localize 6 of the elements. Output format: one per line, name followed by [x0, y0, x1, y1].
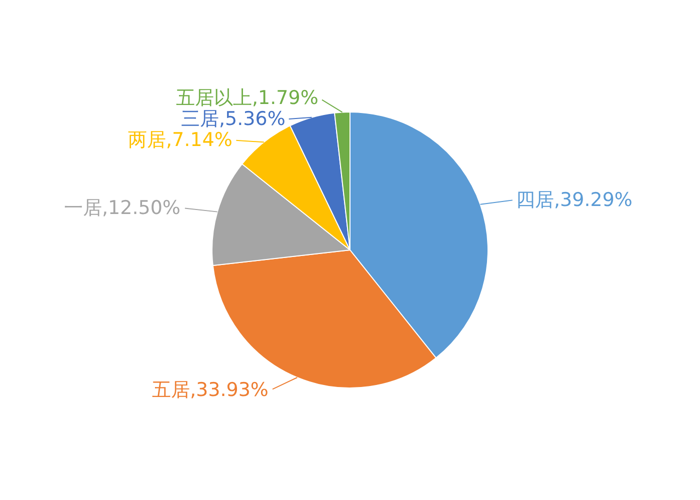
slice-label: 五居以上,1.79% — [176, 87, 318, 109]
slice-label: 三居,5.36% — [181, 108, 286, 130]
slice-label: 两居,7.14% — [128, 129, 232, 151]
slice-label: 五居,33.93% — [152, 379, 268, 401]
slice-label: 一居,12.50% — [64, 197, 180, 219]
slice-label: 四居,39.29% — [516, 189, 632, 211]
